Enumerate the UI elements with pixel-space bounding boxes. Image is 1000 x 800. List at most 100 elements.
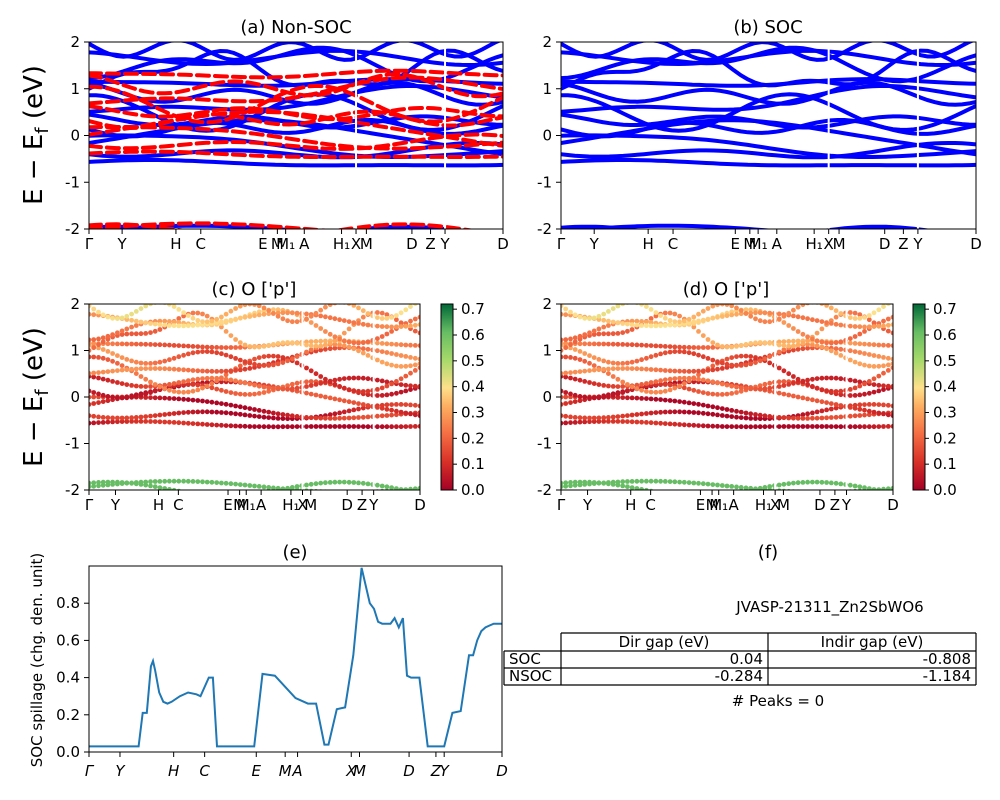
band-point	[681, 344, 687, 350]
band-point	[644, 420, 649, 425]
band-point	[408, 323, 413, 329]
band-point	[767, 360, 773, 366]
band-point	[620, 304, 626, 307]
x-tick-label: D	[879, 235, 891, 253]
band-point	[124, 382, 130, 387]
band-point	[209, 409, 215, 415]
band-point	[795, 376, 801, 382]
band-point	[308, 368, 314, 374]
band-point	[577, 479, 583, 485]
band-point	[795, 304, 801, 310]
band-point	[757, 424, 763, 430]
band-point	[634, 366, 640, 372]
band-line	[561, 158, 976, 168]
band-line	[89, 221, 503, 229]
band-point	[677, 383, 682, 389]
band-point	[356, 406, 361, 412]
band-point	[408, 318, 413, 324]
band-point	[252, 382, 257, 388]
ylabel-spillage: SOC spillage (chg. den. unit)	[28, 553, 46, 768]
band-point	[658, 478, 663, 484]
band-point	[237, 367, 243, 373]
band-point	[214, 400, 220, 406]
band-point	[308, 383, 314, 388]
band-point	[162, 358, 168, 364]
band-point	[833, 321, 839, 327]
table-row-label: SOC	[509, 650, 541, 668]
band-point	[204, 344, 210, 350]
band-point	[615, 391, 621, 397]
band-point	[710, 304, 716, 309]
band-point	[375, 336, 380, 341]
band-point	[833, 350, 839, 356]
band-point	[152, 484, 158, 490]
band-point	[743, 488, 749, 490]
band-point	[847, 310, 853, 315]
band-point	[719, 413, 725, 418]
band-point	[819, 408, 825, 414]
band-point	[681, 375, 687, 381]
band-point	[96, 336, 101, 342]
band-point	[129, 366, 135, 372]
band-point	[591, 341, 597, 347]
band-point	[351, 400, 357, 405]
band-point	[681, 349, 687, 355]
band-point	[195, 344, 201, 349]
band-point	[885, 343, 891, 348]
band-point	[398, 353, 404, 358]
band-point	[615, 419, 621, 424]
band-point	[847, 336, 853, 341]
band-point	[266, 308, 272, 313]
band-point	[568, 420, 573, 425]
band-point	[862, 412, 867, 418]
band-line	[89, 132, 503, 151]
band-point	[138, 414, 144, 420]
band-point	[285, 340, 290, 345]
band-point	[881, 383, 886, 389]
band-point	[648, 410, 654, 416]
band-point	[223, 389, 229, 394]
band-point	[261, 408, 267, 414]
band-point	[582, 315, 588, 321]
band-point	[781, 424, 787, 429]
y-tick-label: 0.6	[56, 631, 80, 649]
band-point	[591, 367, 597, 373]
band-point	[816, 489, 818, 490]
band-point	[686, 409, 692, 415]
band-point	[398, 487, 404, 490]
band-point	[667, 310, 673, 316]
band-point	[256, 312, 262, 318]
band-point	[757, 310, 763, 316]
band-point	[379, 324, 385, 329]
colorbar-fill	[912, 303, 926, 491]
band-point	[743, 386, 749, 391]
y-tick-label: -1	[537, 173, 552, 191]
band-point	[667, 398, 673, 403]
band-point	[791, 393, 796, 399]
band-point	[261, 384, 267, 390]
band-point	[658, 420, 663, 426]
band-point	[417, 343, 420, 348]
band-point	[885, 316, 891, 322]
band-point	[360, 308, 366, 314]
band-point	[748, 487, 754, 490]
band-point	[261, 305, 267, 311]
band-point	[89, 304, 92, 309]
band-point	[800, 315, 806, 321]
band-point	[89, 388, 92, 394]
band-point	[587, 316, 592, 321]
band-point	[715, 342, 720, 348]
band-point	[639, 319, 644, 324]
band-point	[620, 413, 626, 419]
band-point	[767, 340, 773, 346]
band-point	[762, 485, 768, 490]
band-point	[323, 394, 328, 400]
band-point	[365, 481, 371, 487]
band-point	[100, 420, 106, 425]
band-point	[686, 350, 692, 356]
band-point	[389, 329, 394, 334]
band-point	[691, 314, 697, 320]
band-point	[805, 345, 810, 351]
band-point	[681, 318, 687, 324]
band-point	[833, 480, 839, 486]
